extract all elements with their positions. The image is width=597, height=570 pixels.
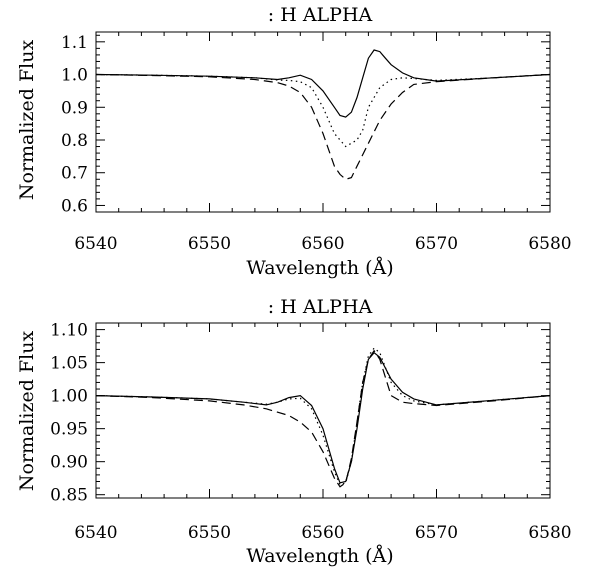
series-line-dashed	[95, 349, 551, 488]
y-axis-label: Normalized Flux	[16, 331, 38, 492]
x-tick-label: 6570	[415, 234, 458, 254]
y-tick-label: 1.00	[50, 387, 88, 407]
chart-panel-top: : H ALPHA Normalized Flux Wavelength (Å)…	[16, 4, 572, 279]
x-tick-label: 6540	[74, 523, 117, 543]
y-tick-label: 0.85	[50, 486, 88, 506]
y-tick-label: 0.6	[61, 196, 88, 216]
plot-frame	[95, 322, 551, 499]
x-tick-label: 6580	[528, 523, 571, 543]
x-tick-label: 6540	[74, 234, 117, 254]
y-axis-label: Normalized Flux	[16, 40, 38, 201]
x-tick-label: 6550	[188, 234, 231, 254]
y-tick-label: 0.7	[61, 164, 88, 184]
x-tick-label: 6560	[301, 234, 344, 254]
chart-title: : H ALPHA	[268, 4, 373, 26]
x-axis-label: Wavelength (Å)	[246, 545, 393, 567]
series-line-solid	[95, 49, 551, 118]
x-axis-label: Wavelength (Å)	[246, 257, 393, 279]
x-tick-label: 6570	[415, 523, 458, 543]
y-tick-label: 1.0	[61, 66, 88, 86]
y-tick-label: 1.05	[50, 354, 88, 374]
y-tick-label: 0.95	[50, 420, 88, 440]
series-line-solid	[95, 351, 551, 484]
y-tick-label: 0.8	[61, 131, 88, 151]
series-line-dotted	[95, 73, 551, 148]
x-tick-label: 6560	[301, 523, 344, 543]
y-tick-label: 0.9	[61, 98, 88, 118]
x-tick-label: 6580	[528, 234, 571, 254]
plot-frame	[95, 31, 551, 213]
series-line-dashed	[95, 73, 551, 180]
y-tick-label: 1.1	[61, 33, 88, 53]
chart-title: : H ALPHA	[268, 296, 373, 318]
y-tick-label: 0.90	[50, 453, 88, 473]
chart-panel-bottom: : H ALPHA Normalized Flux Wavelength (Å)…	[16, 296, 572, 567]
x-tick-label: 6550	[188, 523, 231, 543]
series-line-dotted	[95, 347, 551, 486]
y-tick-label: 1.10	[50, 321, 88, 341]
